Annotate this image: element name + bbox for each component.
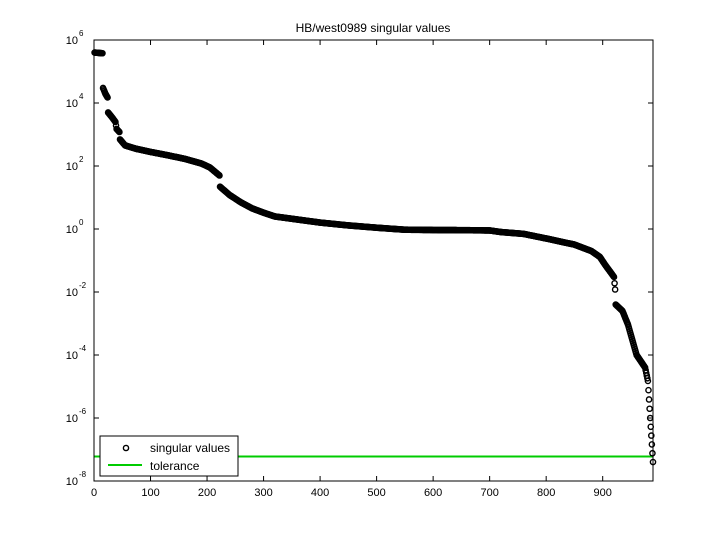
y-tick-label: 10: [66, 476, 78, 488]
y-tick-exponent: -4: [79, 344, 87, 353]
singular-value-point: [112, 118, 119, 126]
legend-box: [99, 435, 239, 477]
singular-value-point: [611, 286, 619, 293]
y-tick-exponent: 0: [79, 218, 84, 227]
singular-value-point: [611, 279, 618, 287]
legend: singular values tolerance: [99, 435, 239, 477]
series-layer: [91, 49, 657, 466]
axes-frame: [93, 39, 654, 482]
y-tick-label: 10: [66, 224, 78, 236]
singular-value-point: [216, 172, 223, 179]
x-tick-label: 800: [537, 487, 555, 499]
legend-singular-values-label: singular values: [150, 441, 230, 455]
x-tick-label: 600: [424, 487, 442, 499]
singular-value-point: [646, 405, 653, 413]
x-tick-label: 500: [367, 487, 385, 499]
y-tick-label: 10: [66, 98, 78, 110]
singular-value-point: [648, 432, 655, 439]
ticks-layer: 0 100 200 300 400 500 600 700 800 90010-810-610-4…: [66, 29, 653, 499]
y-tick-label: 10: [66, 35, 78, 47]
y-tick-exponent: -8: [79, 470, 87, 479]
y-tick-label: 10: [66, 287, 78, 299]
y-tick-exponent: -2: [79, 281, 87, 290]
x-tick-label: 900: [594, 487, 612, 499]
y-tick-exponent: -6: [79, 407, 87, 416]
singular-value-point: [645, 396, 653, 403]
singular-value-point: [104, 94, 111, 101]
singular-value-point: [648, 441, 656, 448]
y-tick-exponent: 6: [79, 29, 84, 38]
x-tick-label: 700: [480, 487, 498, 499]
chart-title: HB/west0989 singular values: [296, 21, 451, 35]
x-tick-label: 200: [198, 487, 216, 499]
singular-value-point: [610, 273, 618, 281]
y-tick-label: 10: [66, 413, 78, 425]
legend-tolerance-label: tolerance: [150, 459, 200, 473]
singular-value-point: [645, 386, 652, 394]
singular-value-point: [644, 377, 652, 385]
x-tick-label: 0: [91, 487, 97, 499]
y-tick-exponent: 4: [79, 92, 84, 101]
y-tick-label: 10: [66, 350, 78, 362]
y-tick-label: 10: [66, 161, 78, 173]
singular-value-point: [116, 128, 123, 136]
singular-value-point: [644, 374, 651, 382]
x-tick-label: 100: [141, 487, 159, 499]
singular-value-point: [649, 449, 656, 457]
singular-value-point: [99, 49, 106, 57]
singular-values-series: [91, 49, 657, 466]
x-tick-label: 400: [311, 487, 329, 499]
y-tick-exponent: 2: [79, 155, 84, 164]
legend-singular-values-marker: [122, 444, 130, 452]
x-tick-label: 300: [254, 487, 272, 499]
